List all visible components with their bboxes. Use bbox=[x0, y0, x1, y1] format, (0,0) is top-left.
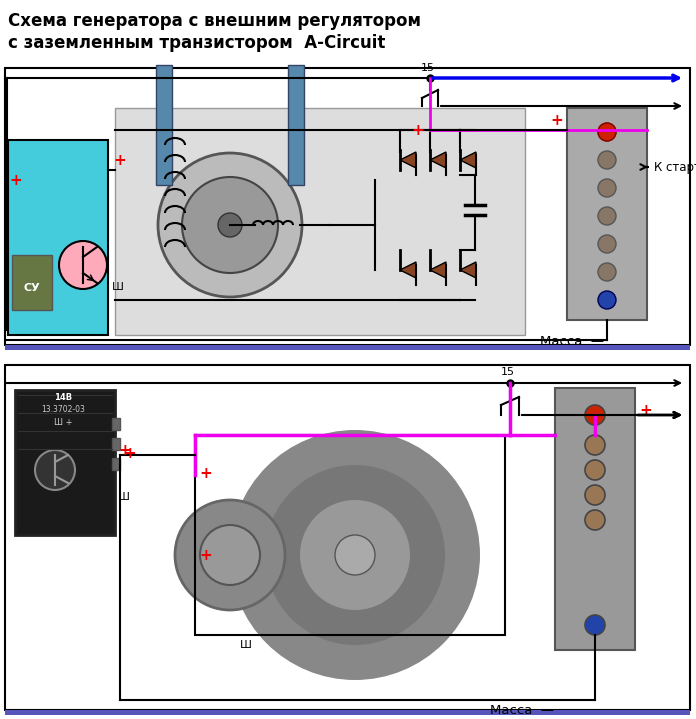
Circle shape bbox=[218, 213, 242, 237]
Circle shape bbox=[598, 235, 616, 253]
Bar bbox=[8, 140, 108, 335]
Circle shape bbox=[300, 500, 410, 610]
Polygon shape bbox=[400, 152, 416, 168]
Text: Схема генератора с внешним регулятором: Схема генератора с внешним регулятором bbox=[8, 12, 421, 30]
Circle shape bbox=[335, 535, 375, 575]
Text: +: + bbox=[199, 466, 212, 481]
Polygon shape bbox=[460, 262, 476, 278]
Circle shape bbox=[585, 510, 605, 530]
Circle shape bbox=[230, 430, 480, 680]
Text: +: + bbox=[199, 548, 212, 563]
Text: Ш +: Ш + bbox=[54, 418, 72, 427]
Circle shape bbox=[585, 615, 605, 635]
Polygon shape bbox=[430, 262, 446, 278]
Circle shape bbox=[200, 525, 260, 585]
Polygon shape bbox=[460, 152, 476, 168]
Bar bbox=[5, 68, 690, 345]
Bar bbox=[195, 435, 505, 635]
Circle shape bbox=[598, 151, 616, 169]
Text: 15: 15 bbox=[501, 367, 515, 377]
Circle shape bbox=[182, 177, 278, 273]
Circle shape bbox=[585, 435, 605, 455]
Circle shape bbox=[598, 123, 616, 141]
Text: +: + bbox=[123, 446, 136, 461]
Text: 13.3702-03: 13.3702-03 bbox=[41, 405, 85, 414]
Circle shape bbox=[35, 450, 75, 490]
Text: +: + bbox=[551, 113, 563, 128]
Circle shape bbox=[59, 241, 107, 289]
Bar bbox=[112, 418, 120, 430]
Bar bbox=[5, 365, 690, 710]
Circle shape bbox=[598, 263, 616, 281]
Circle shape bbox=[598, 179, 616, 197]
Circle shape bbox=[585, 460, 605, 480]
Text: +: + bbox=[118, 443, 131, 458]
Text: 14В: 14В bbox=[54, 393, 72, 402]
Polygon shape bbox=[430, 152, 446, 168]
Bar bbox=[115, 108, 525, 335]
Polygon shape bbox=[400, 262, 416, 278]
Text: СУ: СУ bbox=[24, 283, 40, 293]
Circle shape bbox=[598, 207, 616, 225]
Bar bbox=[288, 65, 304, 185]
Bar bbox=[5, 710, 690, 715]
Text: Ш: Ш bbox=[240, 640, 252, 650]
Text: Ш: Ш bbox=[112, 282, 124, 292]
Text: Масса  —: Масса — bbox=[540, 335, 604, 348]
Circle shape bbox=[175, 500, 285, 610]
Circle shape bbox=[265, 465, 445, 645]
Text: Ш: Ш bbox=[118, 492, 130, 502]
Circle shape bbox=[585, 405, 605, 425]
Circle shape bbox=[598, 123, 616, 141]
Bar bbox=[12, 255, 52, 310]
Circle shape bbox=[158, 153, 302, 297]
Text: с заземленным транзистором  A-Circuit: с заземленным транзистором A-Circuit bbox=[8, 34, 386, 52]
Bar bbox=[567, 108, 647, 320]
Circle shape bbox=[598, 291, 616, 309]
Bar bbox=[112, 458, 120, 470]
Text: 15: 15 bbox=[421, 63, 435, 73]
Text: Масса  —: Масса — bbox=[490, 704, 554, 717]
Text: К стартеру: К стартеру bbox=[654, 160, 696, 173]
Text: +: + bbox=[9, 173, 22, 188]
Text: +: + bbox=[411, 123, 424, 138]
Circle shape bbox=[585, 485, 605, 505]
Bar bbox=[555, 388, 635, 650]
Bar bbox=[156, 65, 172, 185]
Bar bbox=[15, 390, 115, 535]
Bar bbox=[112, 438, 120, 450]
Text: +: + bbox=[639, 403, 651, 418]
Text: +: + bbox=[113, 153, 126, 168]
Bar bbox=[5, 345, 690, 350]
